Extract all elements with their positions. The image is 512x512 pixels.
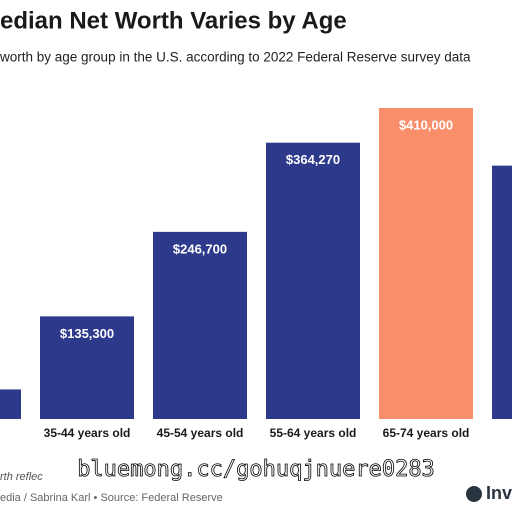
note: rth reflec xyxy=(0,471,43,483)
bar xyxy=(266,142,360,420)
bar xyxy=(153,231,247,419)
bar xyxy=(492,165,512,419)
value-label: $364,270 xyxy=(286,152,340,167)
chart-subtitle: worth by age group in the U.S. according… xyxy=(0,50,471,65)
value-label: $246,700 xyxy=(173,241,227,256)
x-tick-label: 65-74 years old xyxy=(383,426,470,440)
bar xyxy=(379,108,473,419)
chart-title: edian Net Worth Varies by Age xyxy=(0,7,347,34)
logo: Inve xyxy=(486,483,512,503)
source: edia / Sabrina Karl • Source: Federal Re… xyxy=(0,492,223,504)
logo-icon xyxy=(466,486,482,502)
watermark: bluemong.cc/gohuqjnuere0283 xyxy=(77,457,435,482)
x-tick-label: 45-54 years old xyxy=(157,426,244,440)
bar xyxy=(0,389,21,419)
x-tick-label: 35-44 years old xyxy=(44,426,131,440)
value-label: $410,000 xyxy=(399,117,453,132)
bar xyxy=(40,316,134,419)
value-label: $135,300 xyxy=(60,326,114,341)
x-tick-label: 55-64 years old xyxy=(270,426,357,440)
